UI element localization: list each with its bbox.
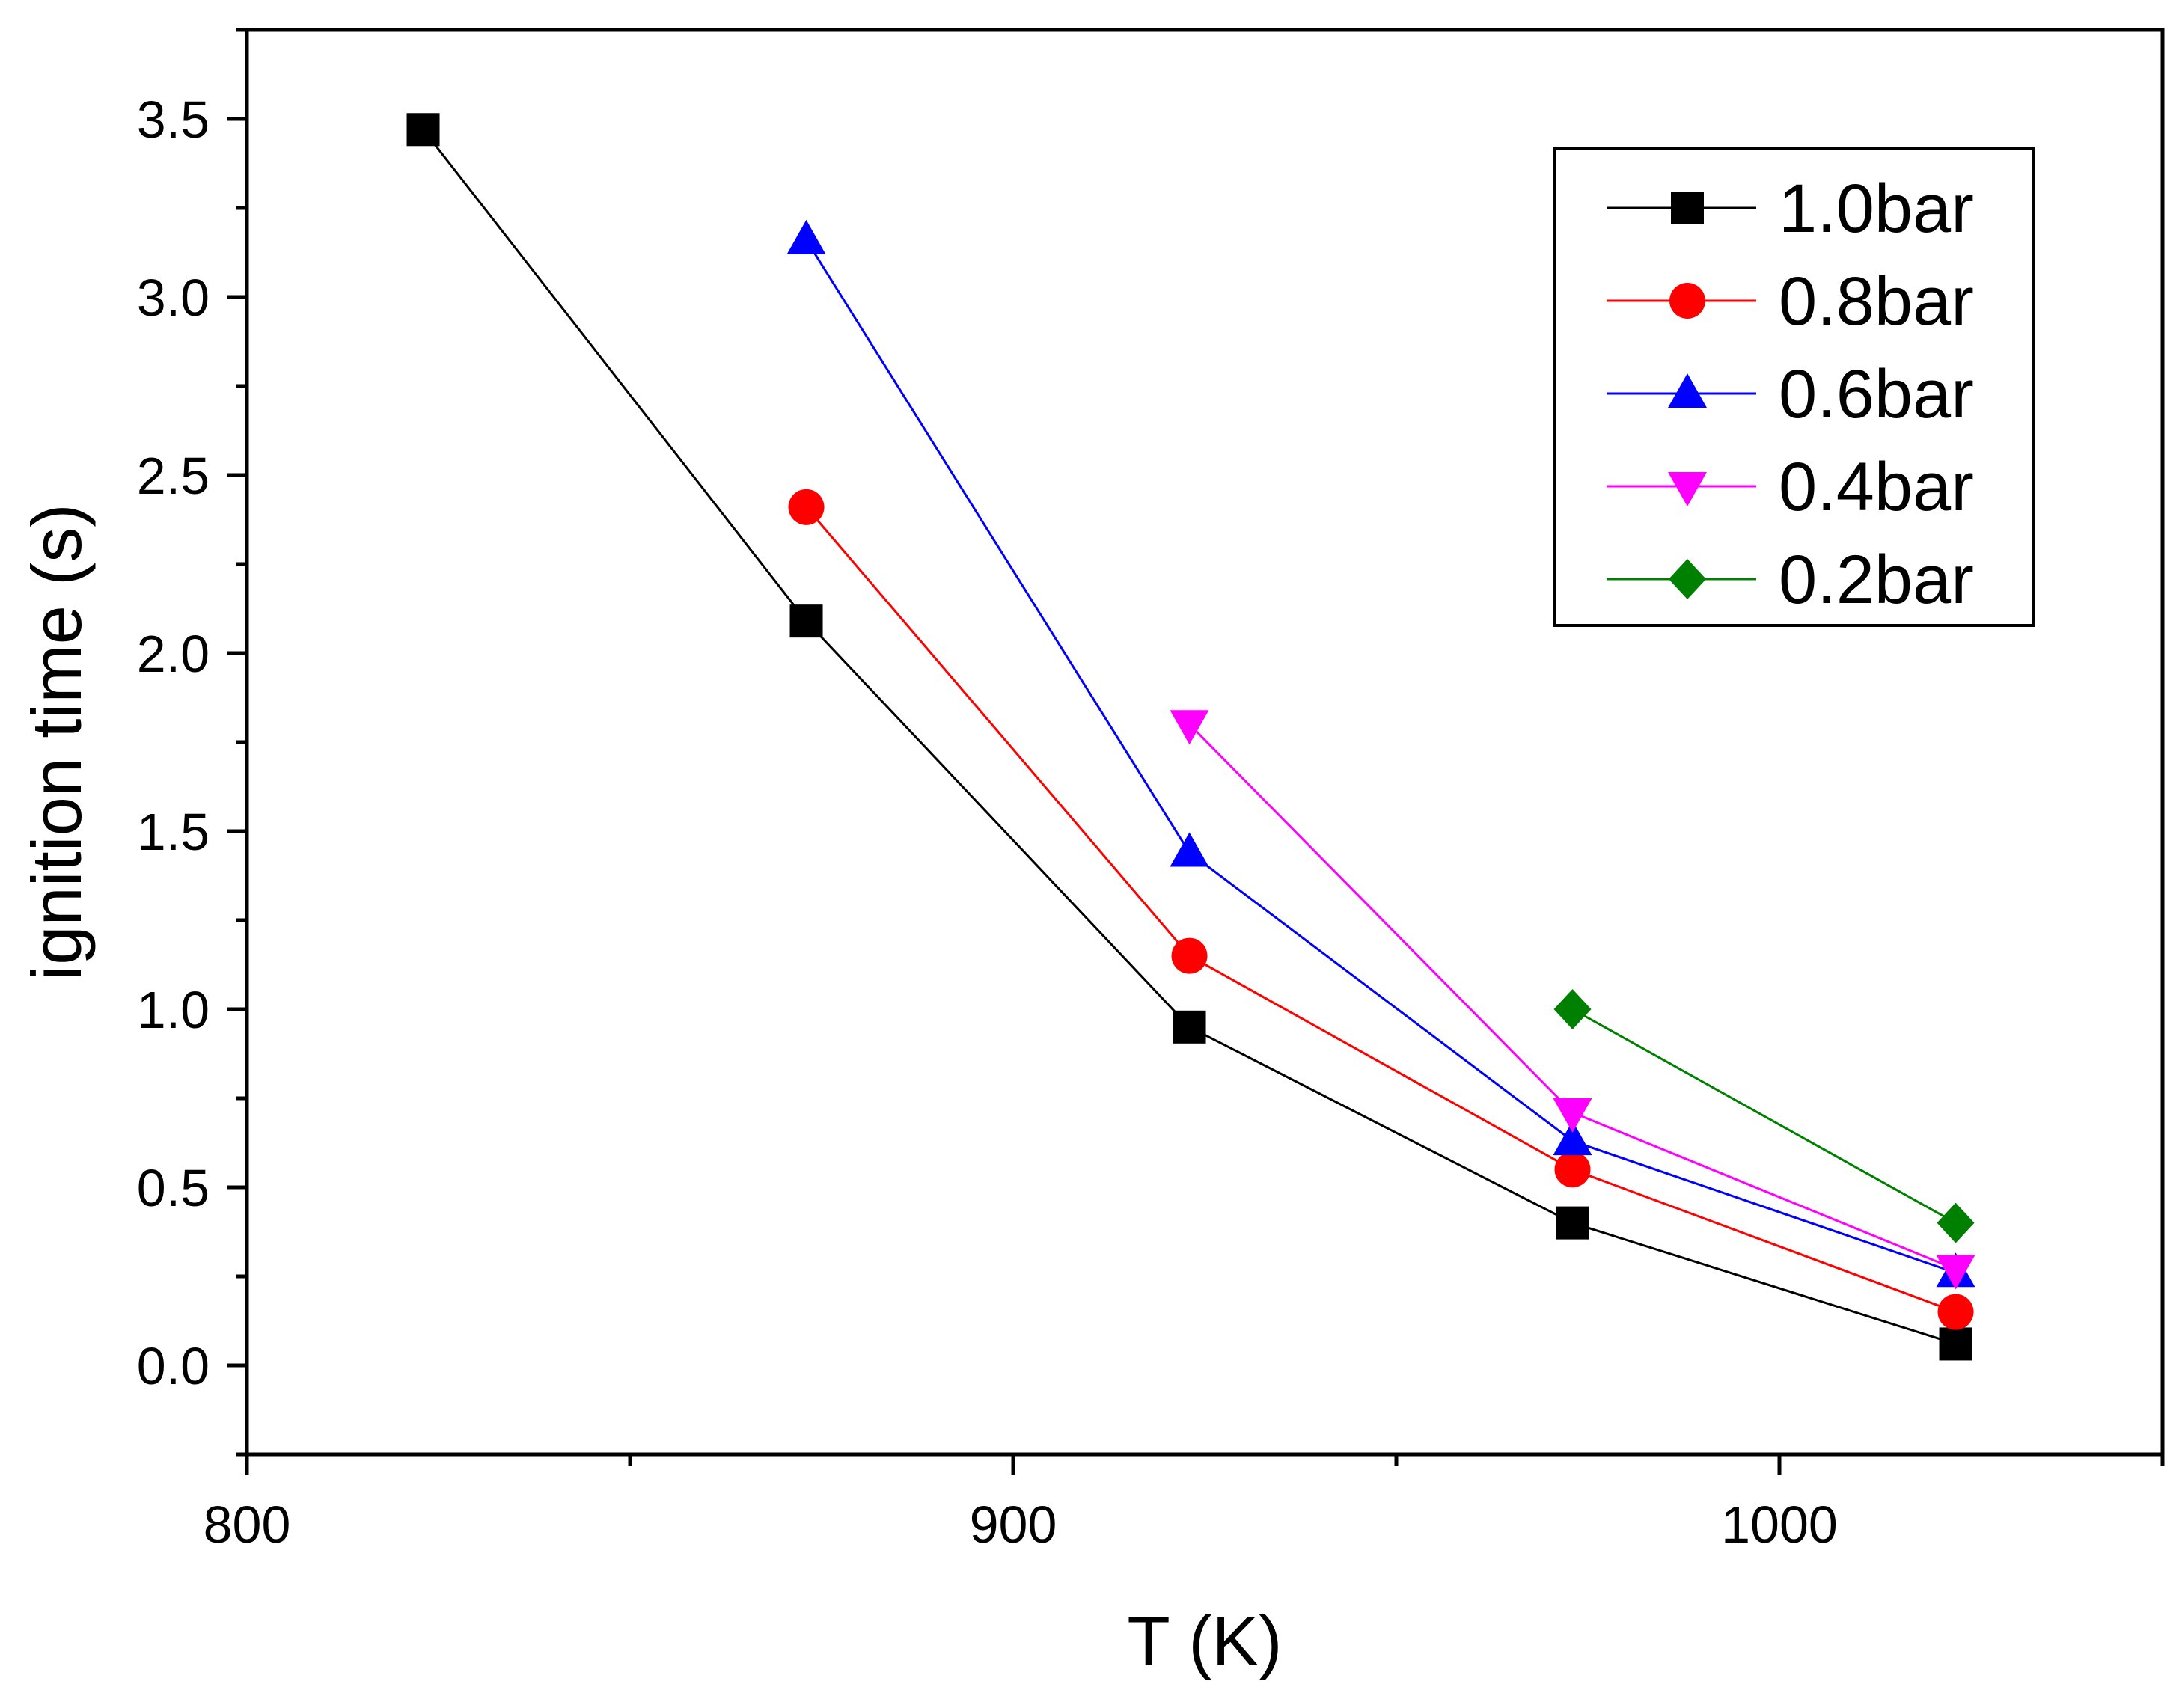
data-point bbox=[1556, 1206, 1589, 1240]
y-tick-label: 1.5 bbox=[137, 803, 210, 861]
legend-marker bbox=[1669, 559, 1706, 599]
x-tick-label: 1000 bbox=[1721, 1496, 1838, 1554]
y-axis-title: ignition time (s) bbox=[17, 503, 96, 980]
legend-marker bbox=[1668, 472, 1707, 506]
legend-item: 0.8bar bbox=[1607, 263, 1974, 340]
data-point bbox=[1939, 1327, 1972, 1361]
series-line bbox=[1571, 1008, 1957, 1224]
data-point bbox=[1554, 1151, 1591, 1188]
legend-label: 1.0bar bbox=[1779, 171, 1974, 247]
data-point bbox=[1937, 1294, 1974, 1330]
data-point bbox=[1170, 832, 1209, 867]
data-point bbox=[789, 604, 823, 638]
legend-item: 0.2bar bbox=[1607, 542, 1974, 618]
series-0.2bar bbox=[1553, 989, 1975, 1243]
data-point bbox=[788, 489, 825, 525]
series-layer bbox=[406, 113, 1975, 1361]
data-point bbox=[1170, 710, 1209, 745]
legend-label: 0.8bar bbox=[1779, 263, 1974, 340]
legend-label: 0.2bar bbox=[1779, 542, 1974, 618]
legend-item: 0.4bar bbox=[1607, 449, 1974, 525]
legend-marker bbox=[1669, 283, 1705, 319]
data-point bbox=[1173, 1010, 1206, 1044]
data-point bbox=[1553, 1121, 1592, 1156]
legend-item: 0.6bar bbox=[1607, 356, 1974, 432]
x-tick-label: 800 bbox=[204, 1496, 291, 1554]
legend-box bbox=[1553, 147, 2035, 627]
axes-layer: 800 900 1000 0.0 0.5 1.0 1.5 2.0 2.5 3.0 3.5 bbox=[137, 28, 2165, 1554]
y-tick-label: 1.0 bbox=[137, 981, 210, 1039]
x-tick-label: 900 bbox=[970, 1496, 1057, 1554]
data-point bbox=[786, 219, 826, 254]
data-point bbox=[1937, 1202, 1975, 1243]
legend-label: 0.6bar bbox=[1779, 356, 1974, 432]
y-tick-label: 0.5 bbox=[137, 1159, 210, 1217]
y-tick-label: 2.5 bbox=[137, 447, 210, 505]
legend-marker bbox=[1671, 192, 1704, 224]
data-point bbox=[1171, 937, 1208, 974]
data-point bbox=[1936, 1255, 1975, 1290]
data-point bbox=[406, 113, 440, 147]
y-tick-label: 3.5 bbox=[137, 91, 210, 149]
legend-label: 0.4bar bbox=[1779, 449, 1974, 525]
series-line bbox=[805, 506, 1957, 1314]
data-point bbox=[1553, 989, 1592, 1029]
series-line bbox=[805, 239, 1957, 1274]
legend-layer: 1.0bar 0.8bar 0.6bar 0.4bar 0.2bar bbox=[1553, 147, 2035, 627]
series-0.6bar bbox=[786, 219, 1975, 1288]
y-tick-label: 3.0 bbox=[137, 269, 210, 327]
legend-marker bbox=[1668, 373, 1707, 408]
series-1.0bar bbox=[406, 113, 1972, 1361]
legend-item: 1.0bar bbox=[1607, 171, 1974, 247]
y-tick-label: 0.0 bbox=[137, 1337, 210, 1395]
data-point bbox=[1553, 1098, 1592, 1133]
y-tick-label: 2.0 bbox=[137, 625, 210, 683]
series-0.8bar bbox=[788, 489, 1974, 1330]
series-0.4bar bbox=[1170, 710, 1975, 1290]
x-axis-title: T (K) bbox=[1127, 1602, 1282, 1680]
